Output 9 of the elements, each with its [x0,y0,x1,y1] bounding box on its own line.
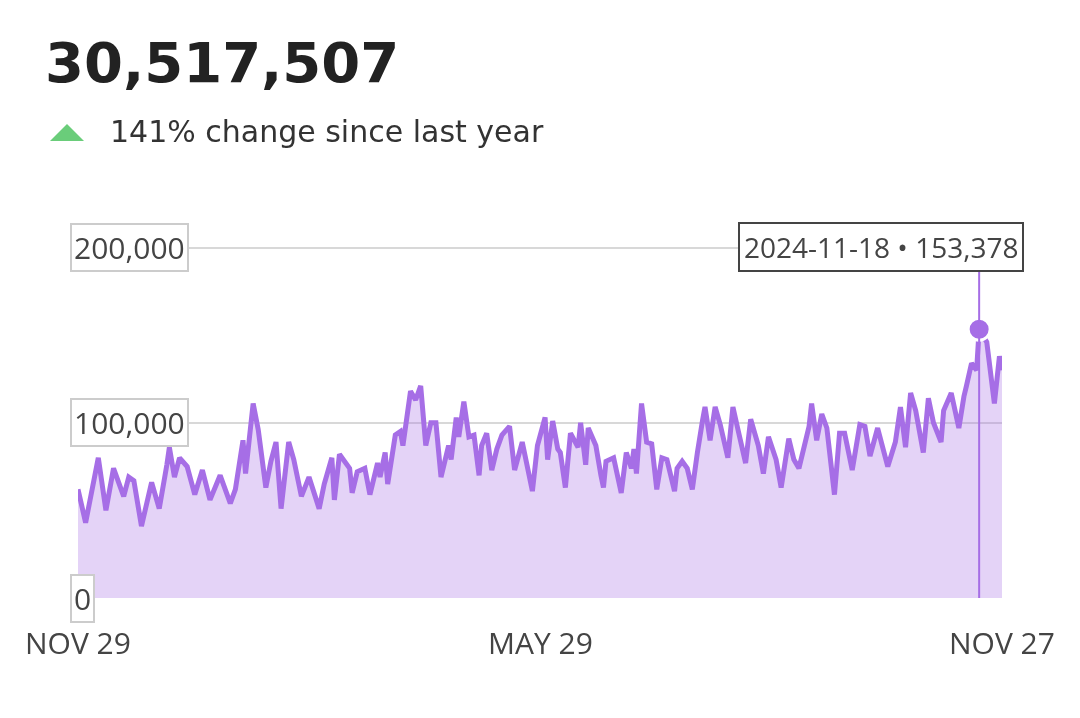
chart-title: 30,517,507 [45,30,400,95]
x-tick-label: NOV 29 [25,622,131,663]
x-tick-label: NOV 27 [949,622,1055,663]
y-tick-label: 200,000 [74,227,185,268]
chart-subtitle: 141% change since last year [110,114,544,149]
annotation: 2024-11-18 • 153,378 [744,228,1019,266]
y-tick-label: 0 [74,578,92,619]
y-tick-label: 100,000 [74,402,185,443]
x-tick-label: MAY 29 [488,622,593,663]
